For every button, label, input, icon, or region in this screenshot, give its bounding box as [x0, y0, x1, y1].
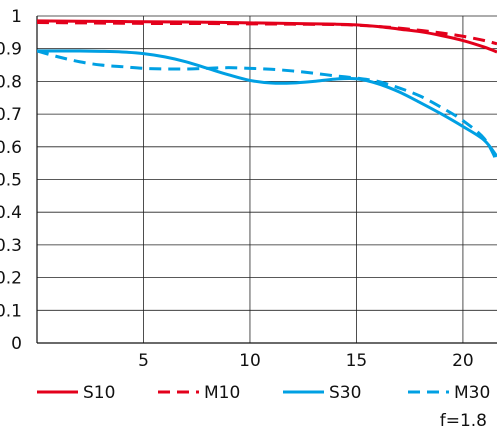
- y-axis-ticks: 0 0.1 0.2 0.3 0.4 0.5 0.6 0.7 0.8 0.9 1: [0, 7, 22, 354]
- y-tick-label: 0.4: [0, 203, 22, 223]
- y-tick-label: 0.8: [0, 72, 22, 92]
- x-axis-ticks: 5 10 15 20: [138, 351, 474, 371]
- axes: [36, 16, 497, 344]
- x-tick-label: 10: [239, 351, 261, 371]
- legend-label-m10: M10: [204, 383, 240, 403]
- aperture-annotation: f=1.8: [439, 411, 487, 431]
- y-tick-label: 0.9: [0, 40, 22, 60]
- series-line-m10: [37, 21, 497, 46]
- y-tick-label: 0.5: [0, 171, 22, 191]
- y-tick-label: 0.7: [0, 105, 22, 125]
- legend-label-s10: S10: [83, 383, 115, 403]
- series-line-s30: [37, 49, 497, 158]
- y-tick-label: 0: [11, 334, 22, 354]
- series-line-s10: [37, 19, 497, 54]
- series-line-m30: [37, 49, 497, 163]
- x-tick-label: 15: [346, 351, 368, 371]
- y-tick-label: 1: [11, 7, 22, 27]
- y-tick-label: 0.2: [0, 269, 22, 289]
- legend-label-s30: S30: [329, 383, 361, 403]
- legend-label-m30: M30: [454, 383, 490, 403]
- series-lines: [37, 19, 497, 163]
- grid: [37, 15, 497, 343]
- y-tick-label: 0.6: [0, 138, 22, 158]
- x-tick-label: 5: [138, 351, 149, 371]
- y-tick-label: 0.3: [0, 236, 22, 256]
- y-tick-label: 0.1: [0, 301, 22, 321]
- x-tick-label: 20: [452, 351, 474, 371]
- legend: S10 M10 S30 M30: [37, 383, 490, 403]
